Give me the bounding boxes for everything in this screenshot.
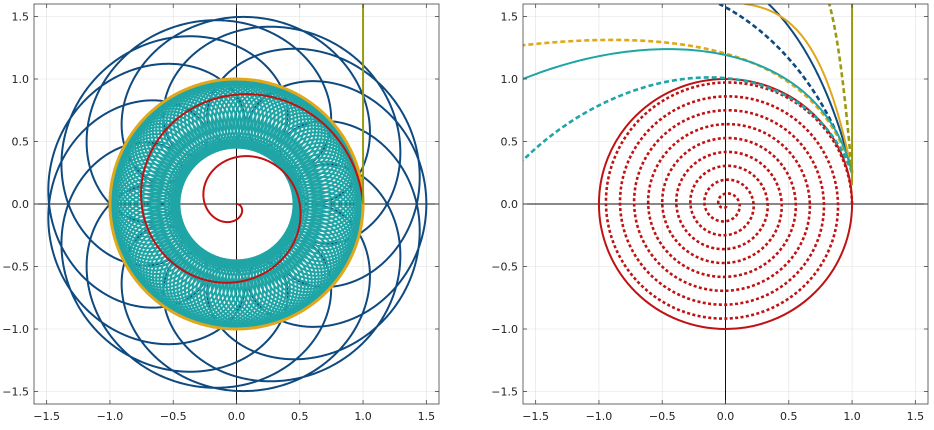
left-y-tick-label: 0.0 [12, 198, 30, 211]
left-x-tick-label: 0.0 [228, 410, 246, 423]
right-x-tick-label: −1.0 [586, 410, 613, 423]
right-x-tick-label: 1.0 [843, 410, 861, 423]
left-plot: −1.5 −1.0 −0.5 0.0 0.5 1.0 1.5 −1.5 −1.0 −0.5 0.0 0… [2, 3, 440, 423]
right-x-tick-label: 0.0 [717, 410, 735, 423]
left-y-tick-label: 0.5 [12, 136, 30, 149]
right-series-7-bezier [523, 76, 854, 174]
right-y-tick-label: 0.0 [501, 198, 519, 211]
right-y-tick-label: 1.0 [501, 73, 519, 86]
right-x-tick-label: −0.5 [649, 410, 676, 423]
right-series-6-bezier [523, 48, 854, 173]
left-x-tick-label: −1.0 [97, 410, 124, 423]
right-y-tick-label: 1.5 [501, 11, 519, 24]
right-series-4-bezier [744, 4, 854, 173]
left-x-tick-label: 1.0 [354, 410, 372, 423]
left-x-tick-label: 1.5 [418, 410, 436, 423]
right-x-tick-label: 0.5 [780, 410, 798, 423]
left-series-3-spiral [140, 93, 365, 284]
right-series-1-spiral [604, 81, 854, 320]
right-x-tick-label: 1.5 [907, 410, 925, 423]
right-y-tick-label: −0.5 [491, 261, 518, 274]
left-y-tick-label: 1.5 [12, 11, 30, 24]
left-series-group [47, 4, 428, 393]
left-y-tick-label: −0.5 [2, 261, 29, 274]
right-x-tick-label: −1.5 [522, 410, 549, 423]
right-series-0-circle [597, 78, 854, 330]
left-y-tick-label: −1.0 [2, 323, 29, 336]
right-y-tick-label: 0.5 [501, 136, 519, 149]
right-series-group [523, 4, 854, 330]
right-plot: −1.5 −1.0 −0.5 0.0 0.5 1.0 1.5 −1.5 −1.0 −0.5 0.0 0… [491, 3, 929, 423]
right-series-9-bezier [828, 4, 854, 173]
right-y-tick-label: −1.0 [491, 323, 518, 336]
left-y-tick-label: 1.0 [12, 73, 30, 86]
left-x-tick-label: −1.5 [33, 410, 60, 423]
left-y-tick-label: −1.5 [2, 386, 29, 399]
left-x-tick-label: 0.5 [291, 410, 309, 423]
left-series-1-epicycle [110, 79, 363, 329]
right-y-tick-label: −1.5 [491, 386, 518, 399]
left-x-tick-label: −0.5 [160, 410, 187, 423]
